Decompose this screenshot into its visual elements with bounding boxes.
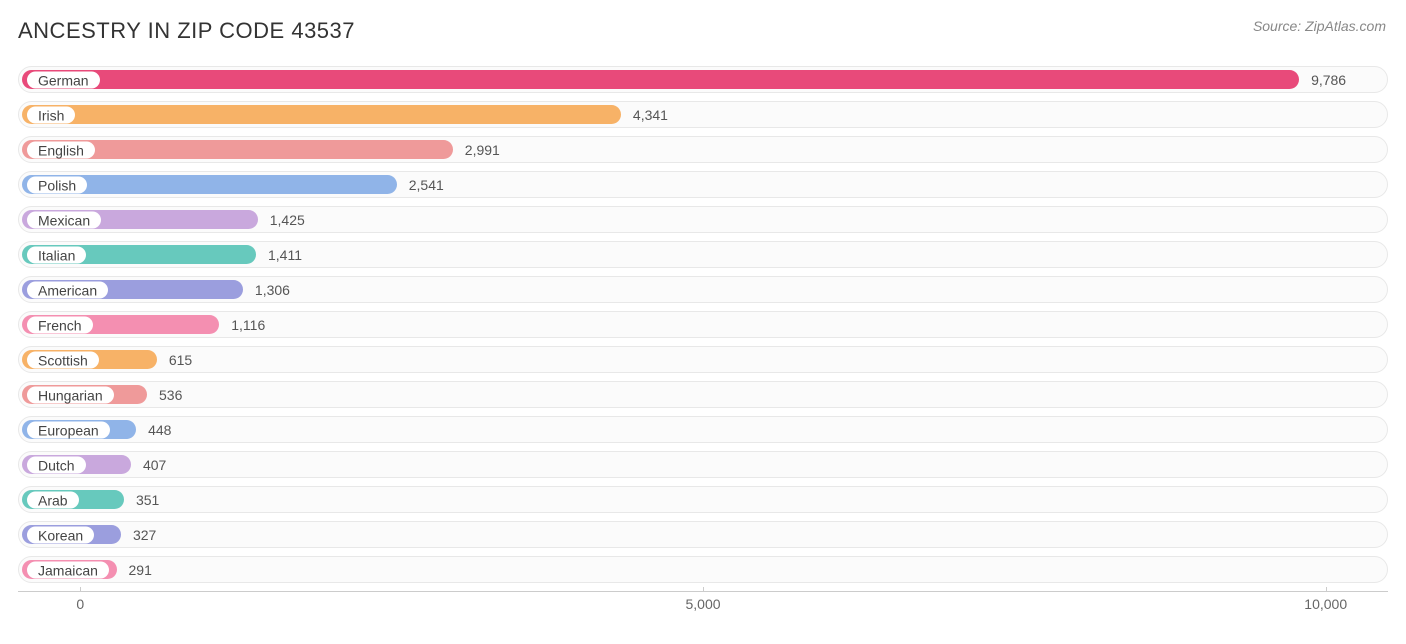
bar-track (18, 381, 1388, 408)
bar-label: Jamaican (27, 561, 109, 578)
bar-row: German 9,786 (18, 66, 1388, 93)
bar-label: Korean (27, 526, 94, 543)
bar-label: Hungarian (27, 386, 114, 403)
x-tick-label: 0 (76, 596, 84, 612)
bar-label: English (27, 141, 95, 158)
bar-value: 615 (169, 352, 192, 368)
x-tick-label: 5,000 (685, 596, 720, 612)
x-tick (703, 587, 704, 592)
bar-track (18, 521, 1388, 548)
bar-label: German (27, 71, 100, 88)
bar-label: Polish (27, 176, 87, 193)
bar-track (18, 486, 1388, 513)
bar-value: 351 (136, 492, 159, 508)
bar-label: Irish (27, 106, 75, 123)
bar-row: Hungarian 536 (18, 381, 1388, 408)
chart-source: Source: ZipAtlas.com (1253, 18, 1386, 34)
bar-value: 1,411 (268, 247, 302, 263)
bar-label: Scottish (27, 351, 99, 368)
bar-row: Polish 2,541 (18, 171, 1388, 198)
bar-label: Mexican (27, 211, 101, 228)
bar-fill (22, 105, 621, 124)
bar-track (18, 311, 1388, 338)
bar-label: American (27, 281, 108, 298)
bar-fill (22, 70, 1299, 89)
bar-track (18, 556, 1388, 583)
bar-value: 4,341 (633, 107, 668, 123)
bar-row: American 1,306 (18, 276, 1388, 303)
bar-row: Italian 1,411 (18, 241, 1388, 268)
bar-row: Korean 327 (18, 521, 1388, 548)
plot-area: German 9,786 Irish 4,341 English 2,991 Polish 2… (0, 66, 1406, 583)
bar-value: 2,991 (465, 142, 500, 158)
bar-value: 448 (148, 422, 171, 438)
bar-track (18, 416, 1388, 443)
bar-row: English 2,991 (18, 136, 1388, 163)
bar-row: Dutch 407 (18, 451, 1388, 478)
bar-value: 407 (143, 457, 166, 473)
chart-container: ANCESTRY IN ZIP CODE 43537 Source: ZipAt… (0, 0, 1406, 644)
bar-value: 1,306 (255, 282, 290, 298)
x-tick (80, 587, 81, 592)
bar-value: 327 (133, 527, 156, 543)
bar-label: Italian (27, 246, 86, 263)
bar-row: European 448 (18, 416, 1388, 443)
bar-value: 9,786 (1311, 72, 1346, 88)
bar-label: Arab (27, 491, 79, 508)
bar-track (18, 451, 1388, 478)
bar-value: 1,116 (231, 317, 265, 333)
chart-title: ANCESTRY IN ZIP CODE 43537 (18, 18, 355, 44)
bar-value: 1,425 (270, 212, 305, 228)
x-tick (1326, 587, 1327, 592)
bar-row: Irish 4,341 (18, 101, 1388, 128)
x-axis: 0 5,000 10,000 (18, 591, 1388, 621)
bar-value: 536 (159, 387, 182, 403)
bar-row: Jamaican 291 (18, 556, 1388, 583)
bar-value: 2,541 (409, 177, 444, 193)
bar-label: Dutch (27, 456, 86, 473)
bar-label: French (27, 316, 93, 333)
bar-row: Scottish 615 (18, 346, 1388, 373)
chart-header: ANCESTRY IN ZIP CODE 43537 Source: ZipAt… (0, 18, 1406, 44)
bar-label: European (27, 421, 110, 438)
bar-row: Mexican 1,425 (18, 206, 1388, 233)
bar-row: Arab 351 (18, 486, 1388, 513)
x-tick-label: 10,000 (1304, 596, 1347, 612)
bar-row: French 1,116 (18, 311, 1388, 338)
bar-value: 291 (129, 562, 152, 578)
bar-track (18, 346, 1388, 373)
